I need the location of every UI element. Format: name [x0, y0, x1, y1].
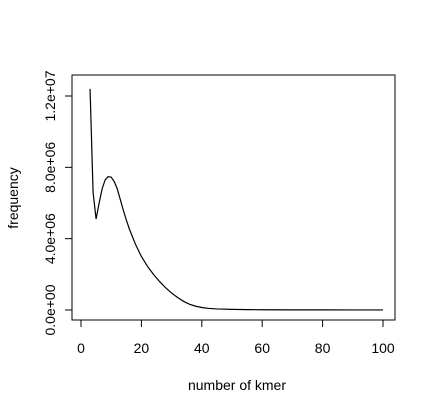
x-tick-label: 80: [315, 340, 331, 356]
y-axis: 0.0e+00 4.0e+06 8.0e+06 1.2e+07: [42, 70, 73, 336]
x-tick-label: 0: [77, 340, 85, 356]
x-axis: 0 20 40 60 80 100: [77, 319, 395, 356]
x-tick-label: 60: [254, 340, 270, 356]
series-line: [89, 88, 384, 311]
x-tick-label: 20: [134, 340, 150, 356]
y-tick-label: 0.0e+00: [42, 284, 58, 335]
x-axis-title: number of kmer: [188, 377, 286, 393]
y-tick-label: 8.0e+06: [42, 142, 58, 193]
x-tick-label: 40: [194, 340, 210, 356]
y-tick-label: 1.2e+07: [42, 70, 58, 121]
y-tick-label: 4.0e+06: [42, 213, 58, 264]
plot-frame: [71, 74, 396, 321]
y-axis-title: frequency: [5, 167, 21, 228]
x-tick-label: 100: [371, 340, 395, 356]
